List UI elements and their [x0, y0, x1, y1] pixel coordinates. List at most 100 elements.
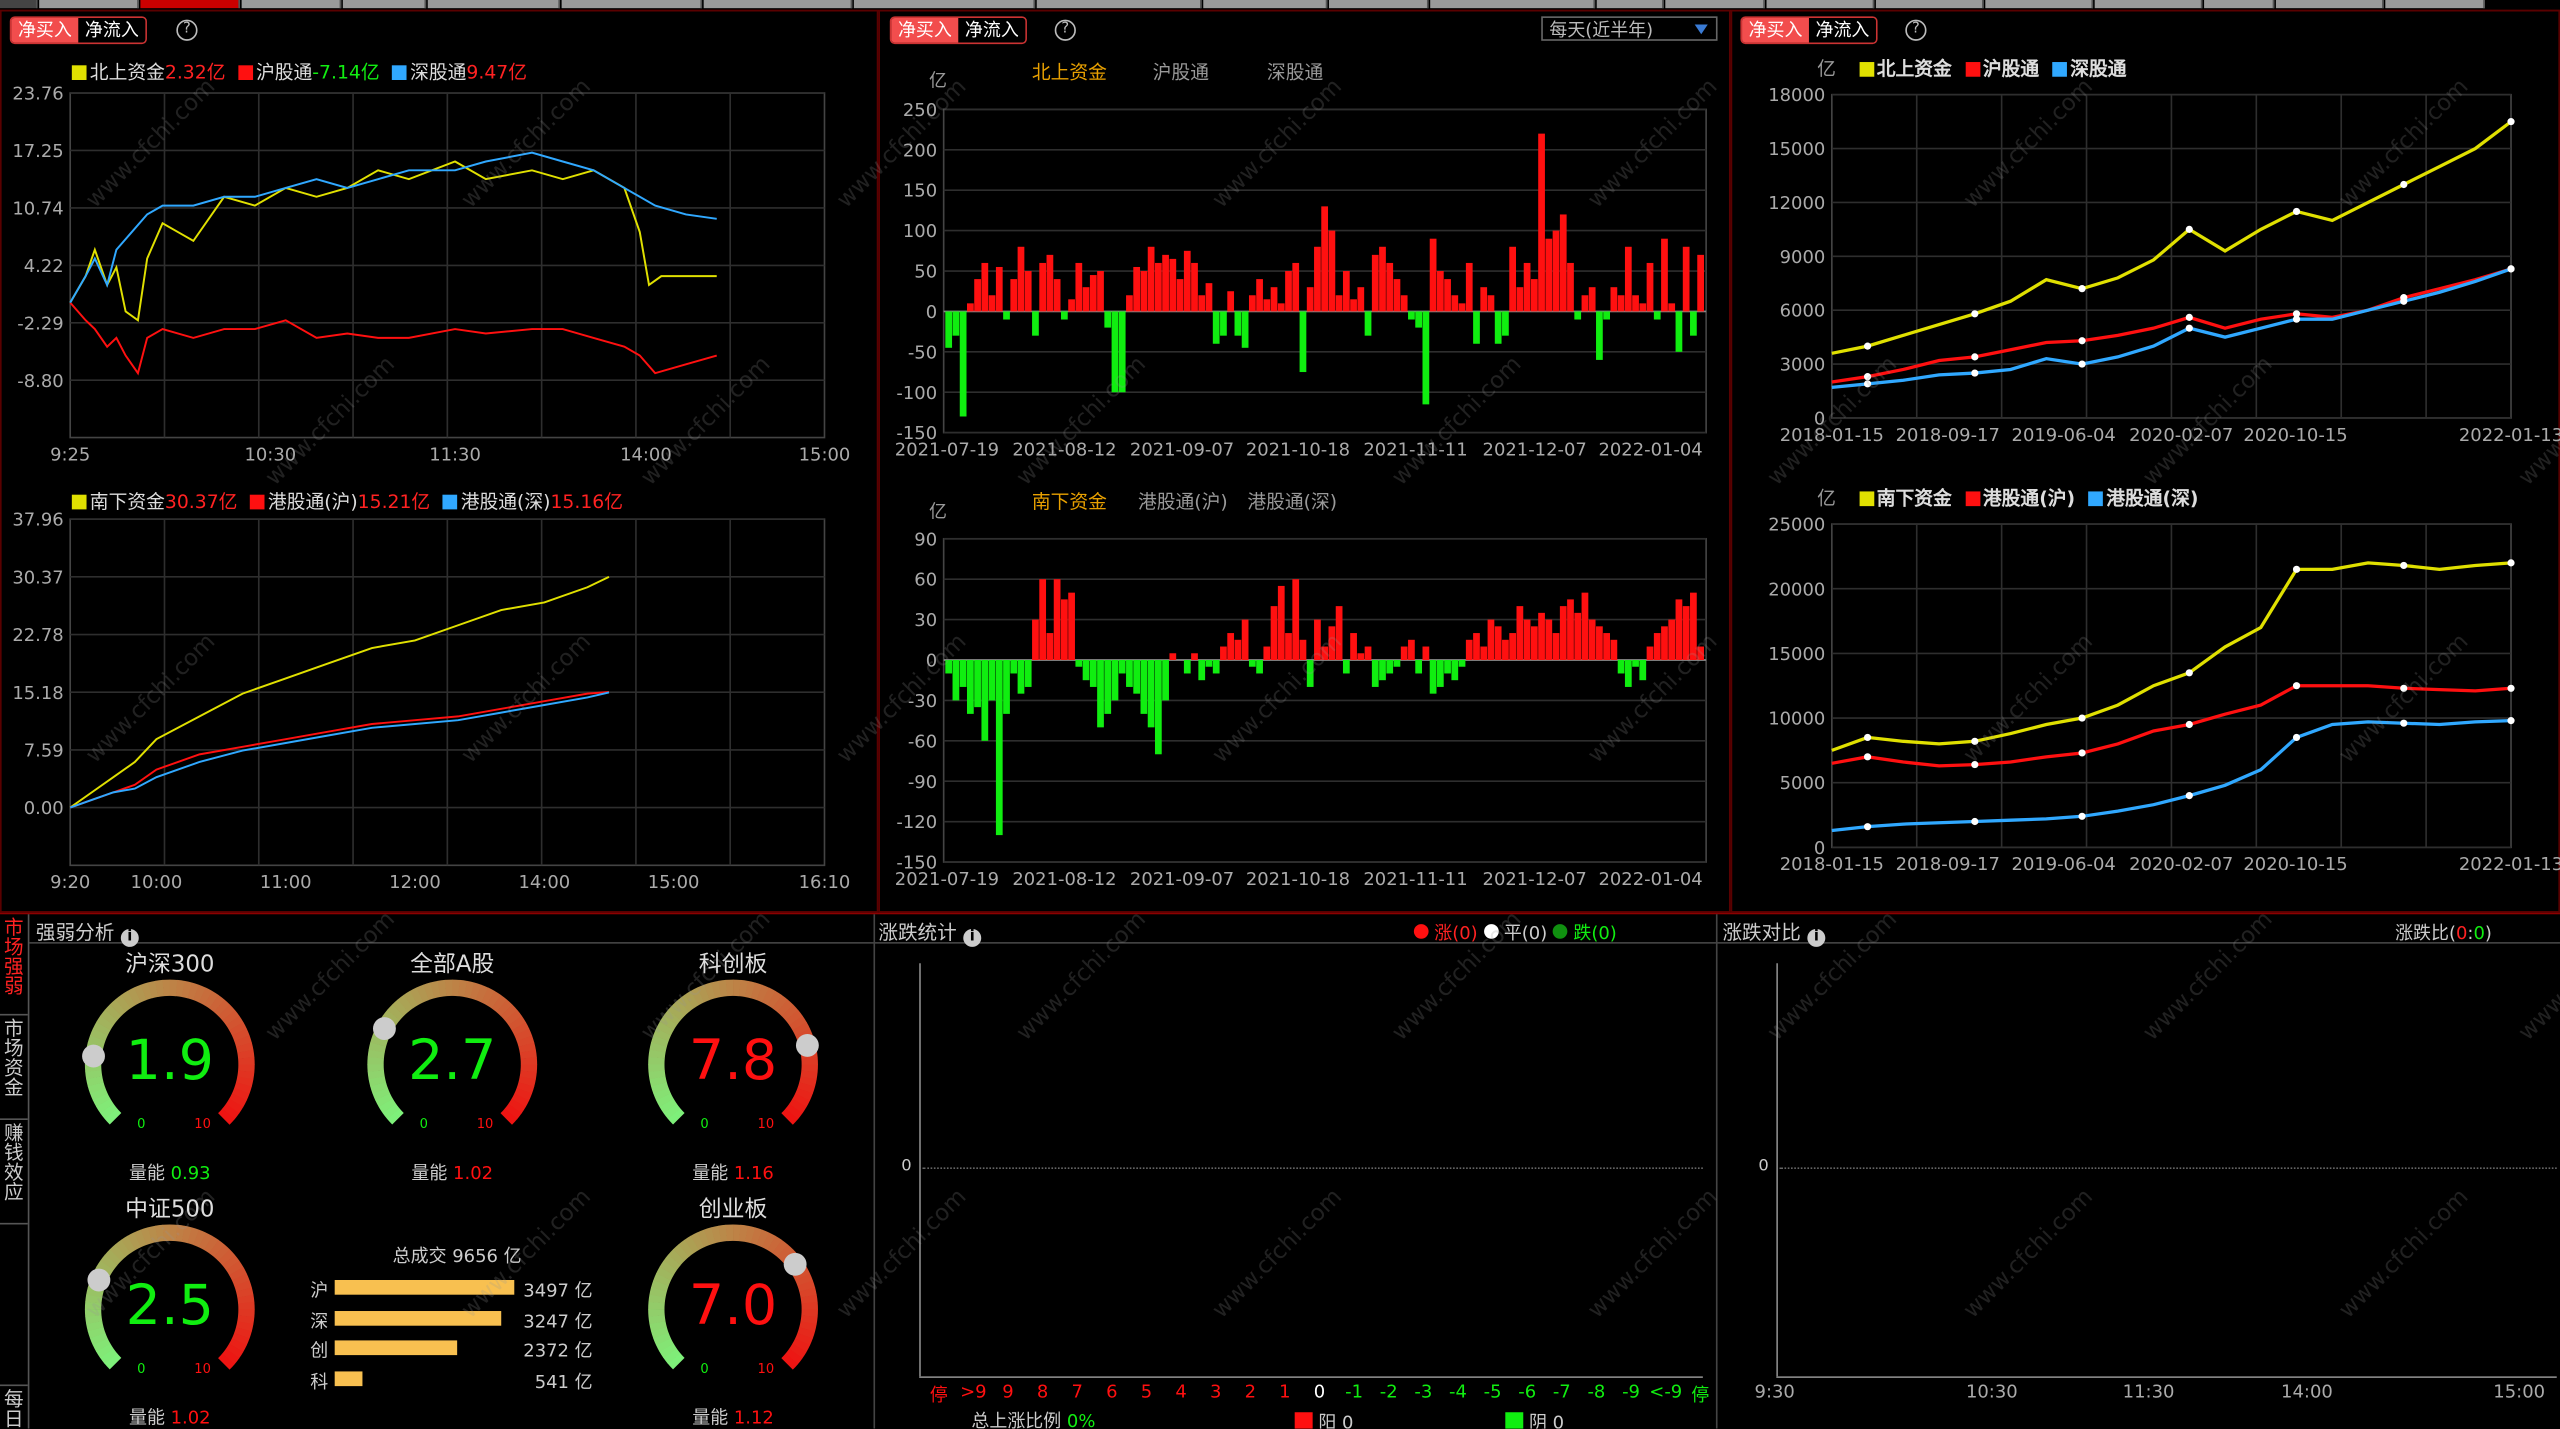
tab[interactable] [1766, 0, 1875, 9]
bar [1639, 659, 1647, 681]
tab-hk-sz[interactable]: 港股通(深) [1247, 489, 1338, 513]
x-tick-label: 10:30 [244, 444, 296, 465]
data-point-marker [1971, 353, 1979, 361]
tab[interactable] [241, 0, 342, 9]
help-icon[interactable]: ? [1054, 19, 1076, 41]
tab[interactable] [2275, 0, 2384, 9]
gauge-arc-segment [678, 994, 695, 1013]
tab[interactable] [561, 0, 703, 9]
bucket-label: -2 [1379, 1381, 1398, 1403]
tab-south-total[interactable]: 南下资金 [1031, 489, 1107, 513]
bar [995, 659, 1003, 836]
tab[interactable] [853, 0, 1036, 9]
gauge-knob [87, 1268, 111, 1292]
net-inflow-button[interactable]: 净流入 [1808, 17, 1876, 43]
x-tick-label: 2021-11-11 [1363, 869, 1467, 890]
tab[interactable] [1596, 0, 1664, 9]
gauge-arc-segment [738, 979, 749, 998]
net-buy-button[interactable]: 净买入 [11, 17, 79, 43]
bar [1415, 659, 1423, 674]
tab[interactable] [342, 0, 427, 9]
net-inflow-button[interactable]: 净流入 [958, 17, 1026, 43]
tab[interactable] [2094, 0, 2203, 9]
blue-swatch [442, 494, 458, 510]
blue-swatch [392, 65, 407, 80]
tab[interactable] [1430, 0, 1596, 9]
help-icon[interactable]: ? [1905, 19, 1927, 41]
side-tab-market-funds[interactable]: 市场资金 [0, 1016, 28, 1120]
gauge-arc-segment [697, 984, 710, 1003]
x-tick-label: 2022-01-13 [2459, 854, 2560, 875]
tab[interactable] [1036, 0, 1202, 9]
side-tab-daily[interactable]: 每日 [0, 1384, 28, 1429]
help-icon[interactable]: ? [176, 19, 198, 41]
tab[interactable] [0, 0, 38, 9]
side-tab-profit-effect[interactable]: 赚钱效应 [0, 1120, 28, 1225]
tab[interactable] [1665, 0, 1765, 9]
metric-toggle[interactable]: 净买入 净流入 [9, 16, 147, 45]
bar [1220, 646, 1227, 660]
bar [1386, 659, 1394, 674]
energy-readout: 量能 0.93 [104, 1159, 235, 1185]
tab-sz-connect[interactable]: 深股通 [1266, 60, 1324, 84]
gauge-arc-segment [193, 1229, 207, 1248]
bar [974, 659, 981, 708]
tab[interactable] [39, 0, 139, 9]
gauge-arc-segment [668, 1249, 685, 1266]
net-buy-button[interactable]: 净买入 [891, 17, 959, 43]
tab-hk-sh[interactable]: 港股通(沪) [1137, 489, 1228, 513]
tab[interactable] [1875, 0, 1984, 9]
bar [1350, 633, 1357, 660]
gauge-arc-segment [500, 1108, 518, 1125]
bar [1422, 311, 1430, 405]
legend-label: 港股通(深) [460, 489, 551, 513]
x-tick-label: 9:20 [50, 872, 90, 893]
gauge-arc-segment [104, 1108, 122, 1125]
gauge-title: 中证500 [125, 1196, 215, 1223]
legend-value: 2.32亿 [164, 60, 226, 84]
gauge-arc-segment [193, 984, 207, 1003]
tab-active[interactable] [140, 0, 240, 9]
side-tab-market-strength[interactable]: 市场强弱 [0, 914, 28, 1016]
south-cumulative-legend: 亿 南下资金 港股通(沪) 港股通(深) [1817, 485, 2198, 511]
info-icon[interactable]: i [963, 928, 982, 947]
tab[interactable] [1328, 0, 1429, 9]
gauge-arc-segment [785, 1103, 803, 1120]
net-buy-button[interactable]: 净买入 [1742, 17, 1809, 43]
gauge-max-label: 10 [194, 1116, 211, 1132]
info-icon[interactable]: i [120, 928, 139, 947]
tab[interactable] [1985, 0, 2094, 9]
net-inflow-button[interactable]: 净流入 [78, 17, 146, 43]
tab-north-total[interactable]: 北上资金 [1031, 60, 1107, 84]
tab[interactable] [427, 0, 560, 9]
bar [1285, 633, 1292, 660]
tab[interactable] [1203, 0, 1328, 9]
bar [1212, 659, 1220, 674]
tab-sh-connect[interactable]: 沪股通 [1152, 60, 1209, 84]
gauge-value: 7.0 [688, 1273, 778, 1339]
tab[interactable] [703, 0, 853, 9]
bucket-label: -4 [1449, 1381, 1467, 1403]
strength-title: 强弱分析 [35, 920, 115, 944]
bar [1024, 271, 1032, 312]
y-tick-label: 0 [926, 302, 937, 323]
turnover-bar [334, 1370, 363, 1386]
gauge-arc-segment [756, 1229, 770, 1248]
tab[interactable] [2204, 0, 2275, 9]
x-tick-label: 2021-09-07 [1130, 440, 1234, 461]
bar [1321, 206, 1329, 312]
turnover-bar [334, 1340, 457, 1356]
metric-toggle[interactable]: 净买入 净流入 [889, 16, 1027, 45]
bar [1559, 606, 1567, 660]
metric-toggle[interactable]: 净买入 净流入 [1740, 16, 1878, 45]
gauge-arc-segment [508, 1098, 526, 1114]
series-line-沪股通 [1831, 267, 2512, 384]
legend-label: 沪股通 [1982, 57, 2040, 80]
info-icon[interactable]: i [1807, 928, 1826, 947]
tab[interactable] [2385, 0, 2485, 9]
period-select[interactable]: 每天(近半年) [1541, 16, 1718, 41]
bucket-label: 3 [1209, 1381, 1222, 1403]
gauge-knob [373, 1017, 396, 1041]
